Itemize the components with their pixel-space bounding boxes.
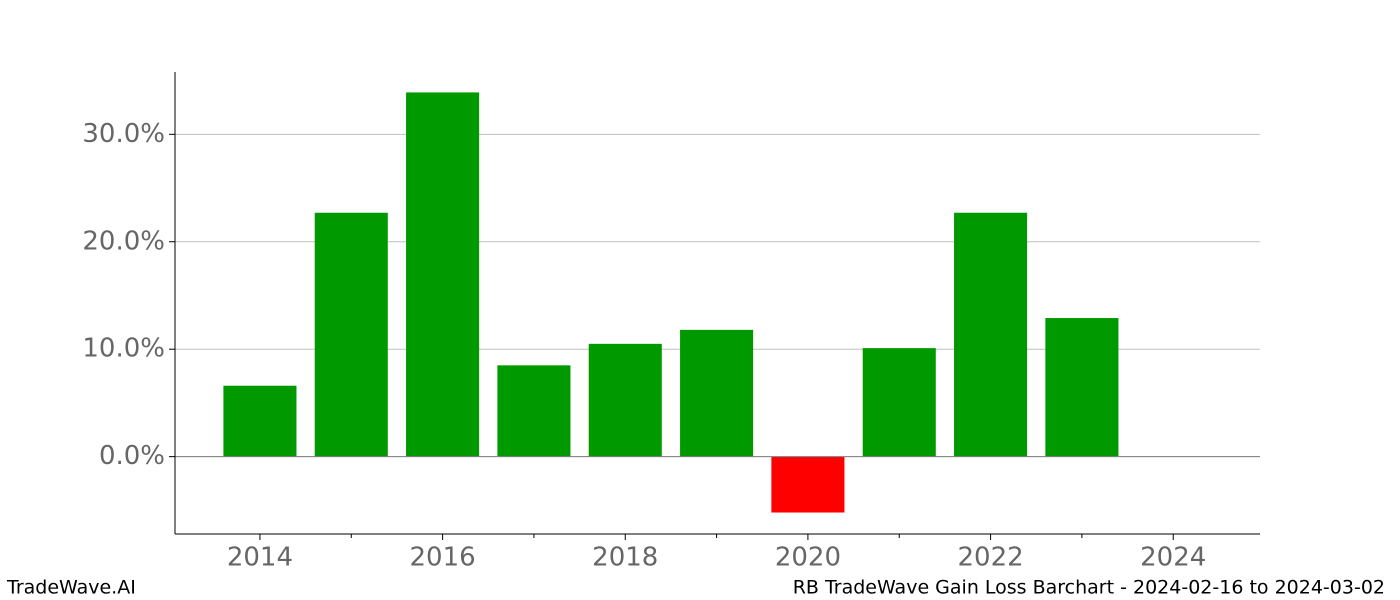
bar <box>588 343 662 457</box>
bar <box>954 212 1028 457</box>
bar <box>314 212 388 457</box>
bar <box>497 365 571 457</box>
bar <box>1045 318 1119 457</box>
x-tick-label: 2014 <box>227 543 293 573</box>
bar <box>406 92 480 457</box>
bar <box>771 456 845 513</box>
y-tick-label: 10.0% <box>82 334 165 364</box>
bar <box>862 348 936 457</box>
bar <box>223 385 297 457</box>
x-tick-label: 2018 <box>592 543 658 573</box>
x-tick-label: 2024 <box>1140 543 1206 573</box>
x-tick-label: 2022 <box>957 543 1023 573</box>
footer-left: TradeWave.AI <box>6 577 136 599</box>
x-tick-label: 2020 <box>775 543 841 573</box>
y-tick-label: 30.0% <box>82 119 165 149</box>
y-tick-label: 20.0% <box>82 226 165 256</box>
y-tick-label: 0.0% <box>99 441 165 471</box>
x-tick-label: 2016 <box>410 543 476 573</box>
footer-right: RB TradeWave Gain Loss Barchart - 2024-0… <box>793 577 1385 599</box>
bar <box>680 329 754 457</box>
